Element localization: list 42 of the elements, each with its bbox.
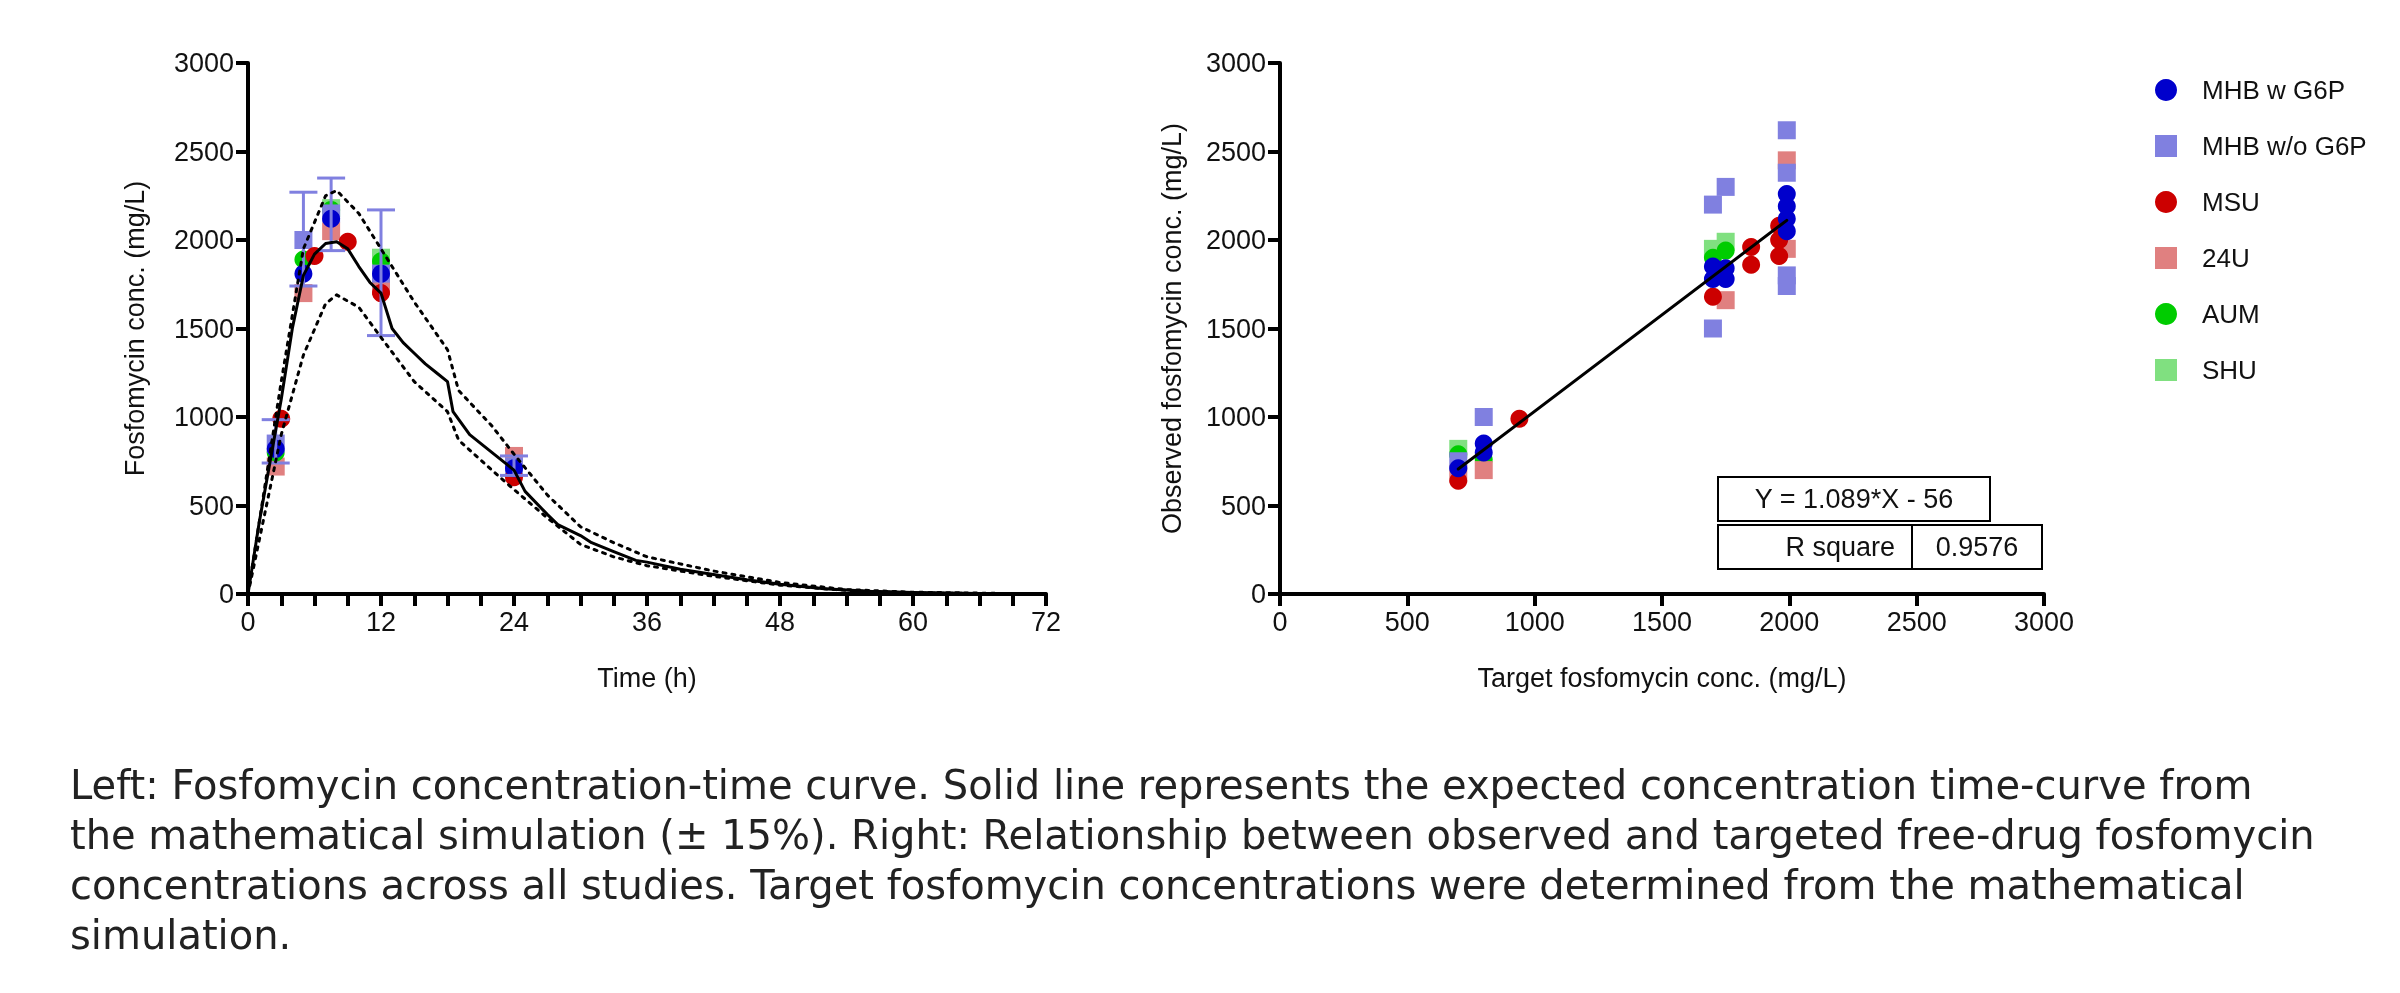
y-tick-label: 2500: [1205, 136, 1266, 167]
y-tick-label: 1000: [1205, 402, 1266, 432]
y-tick-label: 2000: [1205, 225, 1266, 255]
y-tick-label: 2500: [173, 136, 234, 167]
y-tick-label: 2000: [173, 225, 234, 255]
y-tick-label: 500: [1220, 490, 1266, 521]
x-tick-label: 500: [1384, 606, 1430, 637]
x-tick-label: 24: [498, 606, 530, 637]
x-tick-label: 36: [631, 606, 663, 637]
legend-label: MSU: [2202, 187, 2260, 217]
y-axis-title: Observed fosfomycin conc. (mg/L): [1156, 122, 1187, 535]
annotation: 0.9576: [1935, 532, 2019, 562]
x-tick-label: 0: [240, 606, 256, 637]
x-axis-title: Target fosfomycin conc. (mg/L): [1477, 662, 1847, 693]
x-tick-label: 60: [897, 606, 929, 637]
y-tick-label: 500: [188, 490, 234, 521]
text: Left: Fosfomycin concentration-time curve. Solid line represents the expected concentration time-curve from the mathematical simulation (± 15%). Right: Relationship between observed and targeted free-drug fosfomycin concentrations across all studies. Target fosfomycin concentrations were determined from the mathematical simulation.: [70, 761, 2316, 960]
y-tick-label: 0: [1250, 579, 1266, 609]
y-tick-label: 0: [218, 579, 234, 609]
annotation: R square: [1785, 532, 1895, 562]
x-tick-label: 2500: [1886, 606, 1947, 637]
y-tick-label: 3000: [173, 48, 234, 78]
legend-label: 24U: [2202, 243, 2250, 273]
x-tick-label: 1500: [1631, 606, 1693, 637]
x-tick-label: 3000: [2013, 606, 2075, 637]
legend-label: MHB w G6P: [2202, 75, 2346, 105]
y-axis-title: Fosfomycin conc. (mg/L): [119, 180, 150, 477]
y-tick-label: 1500: [1205, 313, 1266, 344]
y-tick-label: 3000: [1205, 48, 1266, 78]
x-tick-label: 0: [1272, 606, 1288, 637]
x-tick-label: 1000: [1504, 606, 1565, 637]
x-tick-label: 72: [1030, 606, 1062, 637]
legend-label: AUM: [2202, 299, 2260, 329]
annotation: Y = 1.089*X - 56: [1754, 484, 1954, 514]
x-tick-label: 12: [365, 606, 397, 637]
legend-label: MHB w/o G6P: [2202, 131, 2367, 161]
legend-label: SHU: [2202, 355, 2257, 385]
y-tick-label: 1500: [173, 313, 234, 344]
x-tick-label: 2000: [1759, 606, 1820, 637]
x-tick-label: 48: [764, 606, 796, 637]
x-axis-title: Time (h): [597, 662, 697, 693]
y-tick-label: 1000: [173, 402, 234, 432]
